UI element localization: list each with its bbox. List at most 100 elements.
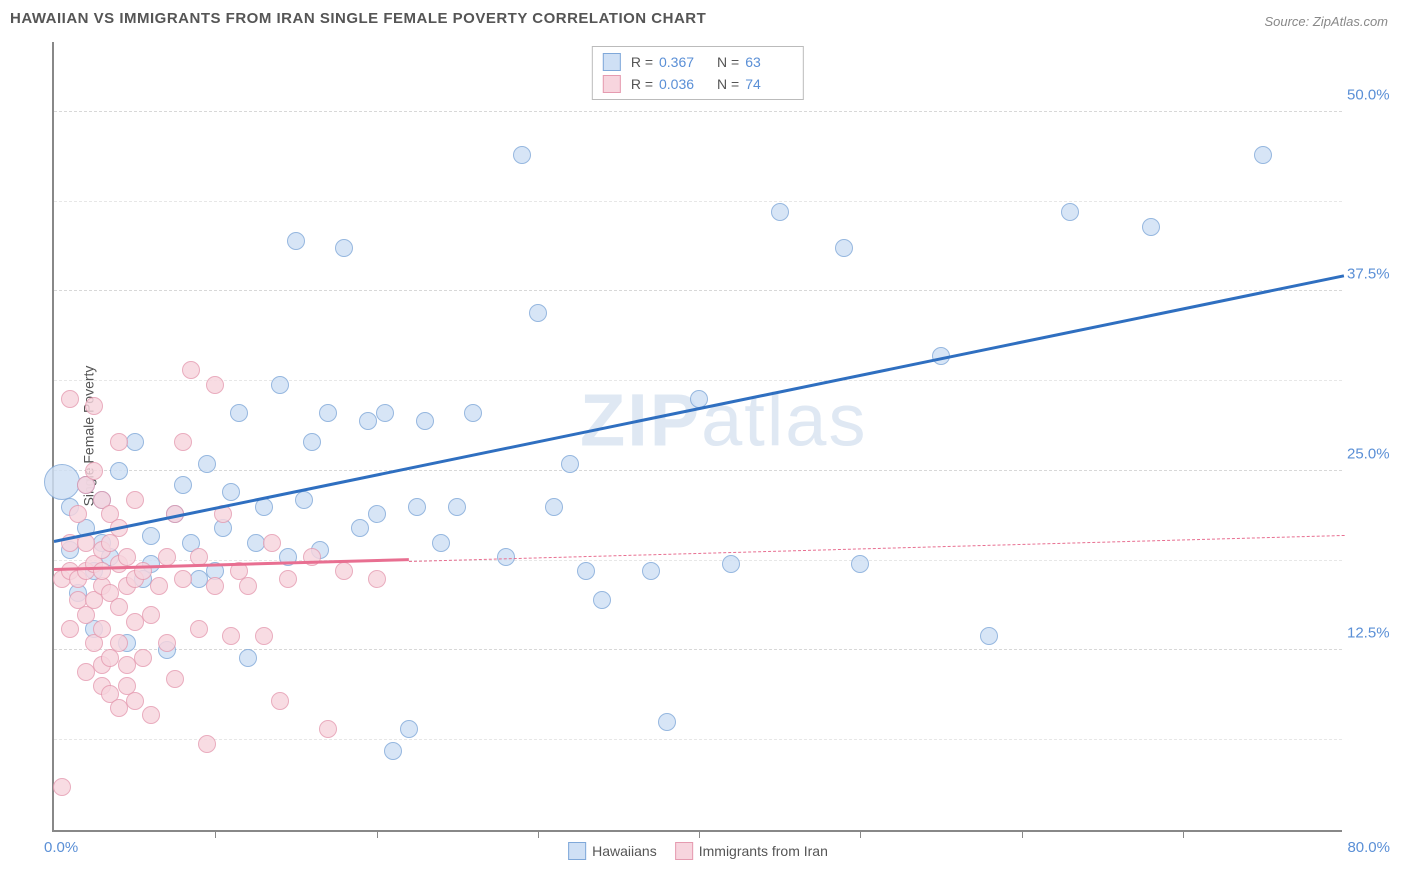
x-tick (1183, 830, 1184, 838)
legend-series-label: Hawaiians (592, 843, 657, 859)
legend-n-label: N = (717, 54, 739, 70)
legend-swatch (568, 842, 586, 860)
legend-n-value: 74 (745, 76, 793, 92)
y-tick-label: 50.0% (1347, 86, 1402, 103)
data-point (174, 570, 192, 588)
data-point (408, 498, 426, 516)
x-tick (1022, 830, 1023, 838)
correlation-legend: R = 0.367 N = 63R = 0.036 N = 74 (592, 46, 804, 100)
data-point (126, 433, 144, 451)
data-point (53, 778, 71, 796)
data-point (110, 598, 128, 616)
data-point (722, 555, 740, 573)
data-point (376, 404, 394, 422)
data-point (118, 548, 136, 566)
watermark: ZIPatlas (580, 378, 867, 463)
legend-n-label: N = (717, 76, 739, 92)
data-point (319, 404, 337, 422)
series-legend: Hawaiians Immigrants from Iran (568, 842, 828, 860)
legend-r-label: R = (631, 54, 653, 70)
data-point (61, 390, 79, 408)
data-point (295, 491, 313, 509)
data-point (44, 464, 80, 500)
data-point (69, 505, 87, 523)
data-point (126, 491, 144, 509)
data-point (400, 720, 418, 738)
data-point (335, 562, 353, 580)
source-attribution: Source: ZipAtlas.com (1264, 14, 1388, 29)
data-point (319, 720, 337, 738)
data-point (658, 713, 676, 731)
data-point (384, 742, 402, 760)
data-point (980, 627, 998, 645)
data-point (142, 527, 160, 545)
data-point (222, 483, 240, 501)
legend-correlation-row: R =0.036N =74 (603, 73, 793, 95)
data-point (206, 376, 224, 394)
data-point (835, 239, 853, 257)
x-axis-end-label: 80.0% (1347, 839, 1390, 856)
y-tick-label: 25.0% (1347, 445, 1402, 462)
data-point (464, 404, 482, 422)
data-point (110, 634, 128, 652)
data-point (1142, 218, 1160, 236)
gridline (54, 470, 1342, 471)
x-tick (377, 830, 378, 838)
data-point (271, 692, 289, 710)
data-point (1061, 203, 1079, 221)
data-point (206, 577, 224, 595)
data-point (126, 692, 144, 710)
data-point (593, 591, 611, 609)
data-point (497, 548, 515, 566)
data-point (529, 304, 547, 322)
data-point (239, 649, 257, 667)
gridline-minor (54, 560, 1342, 561)
data-point (110, 433, 128, 451)
data-point (230, 404, 248, 422)
legend-correlation-row: R = 0.367 N = 63 (603, 51, 793, 73)
data-point (85, 462, 103, 480)
data-point (158, 634, 176, 652)
data-point (577, 562, 595, 580)
data-point (279, 570, 297, 588)
legend-r-value: 0.036 (659, 76, 707, 92)
data-point (287, 232, 305, 250)
data-point (416, 412, 434, 430)
gridline (54, 290, 1342, 291)
data-point (351, 519, 369, 537)
data-point (513, 146, 531, 164)
data-point (368, 570, 386, 588)
data-point (303, 433, 321, 451)
gridline-minor (54, 739, 1342, 740)
legend-swatch (675, 842, 693, 860)
data-point (851, 555, 869, 573)
data-point (448, 498, 466, 516)
data-point (368, 505, 386, 523)
data-point (150, 577, 168, 595)
data-point (93, 620, 111, 638)
y-tick-label: 12.5% (1347, 625, 1402, 642)
x-tick (699, 830, 700, 838)
x-tick (538, 830, 539, 838)
data-point (263, 534, 281, 552)
legend-series-item: Immigrants from Iran (675, 842, 828, 860)
legend-n-value: 63 (745, 54, 793, 70)
data-point (142, 706, 160, 724)
legend-swatch (603, 53, 621, 71)
legend-swatch (603, 75, 621, 93)
chart-title: HAWAIIAN VS IMMIGRANTS FROM IRAN SINGLE … (10, 10, 706, 27)
data-point (158, 548, 176, 566)
data-point (222, 627, 240, 645)
data-point (134, 649, 152, 667)
data-point (61, 620, 79, 638)
gridline (54, 111, 1342, 112)
x-tick (215, 830, 216, 838)
data-point (142, 606, 160, 624)
legend-series-label: Immigrants from Iran (699, 843, 828, 859)
trend-line (409, 535, 1344, 562)
legend-r-value: 0.367 (659, 54, 707, 70)
data-point (335, 239, 353, 257)
x-tick (860, 830, 861, 838)
y-tick-label: 37.5% (1347, 266, 1402, 283)
data-point (190, 620, 208, 638)
